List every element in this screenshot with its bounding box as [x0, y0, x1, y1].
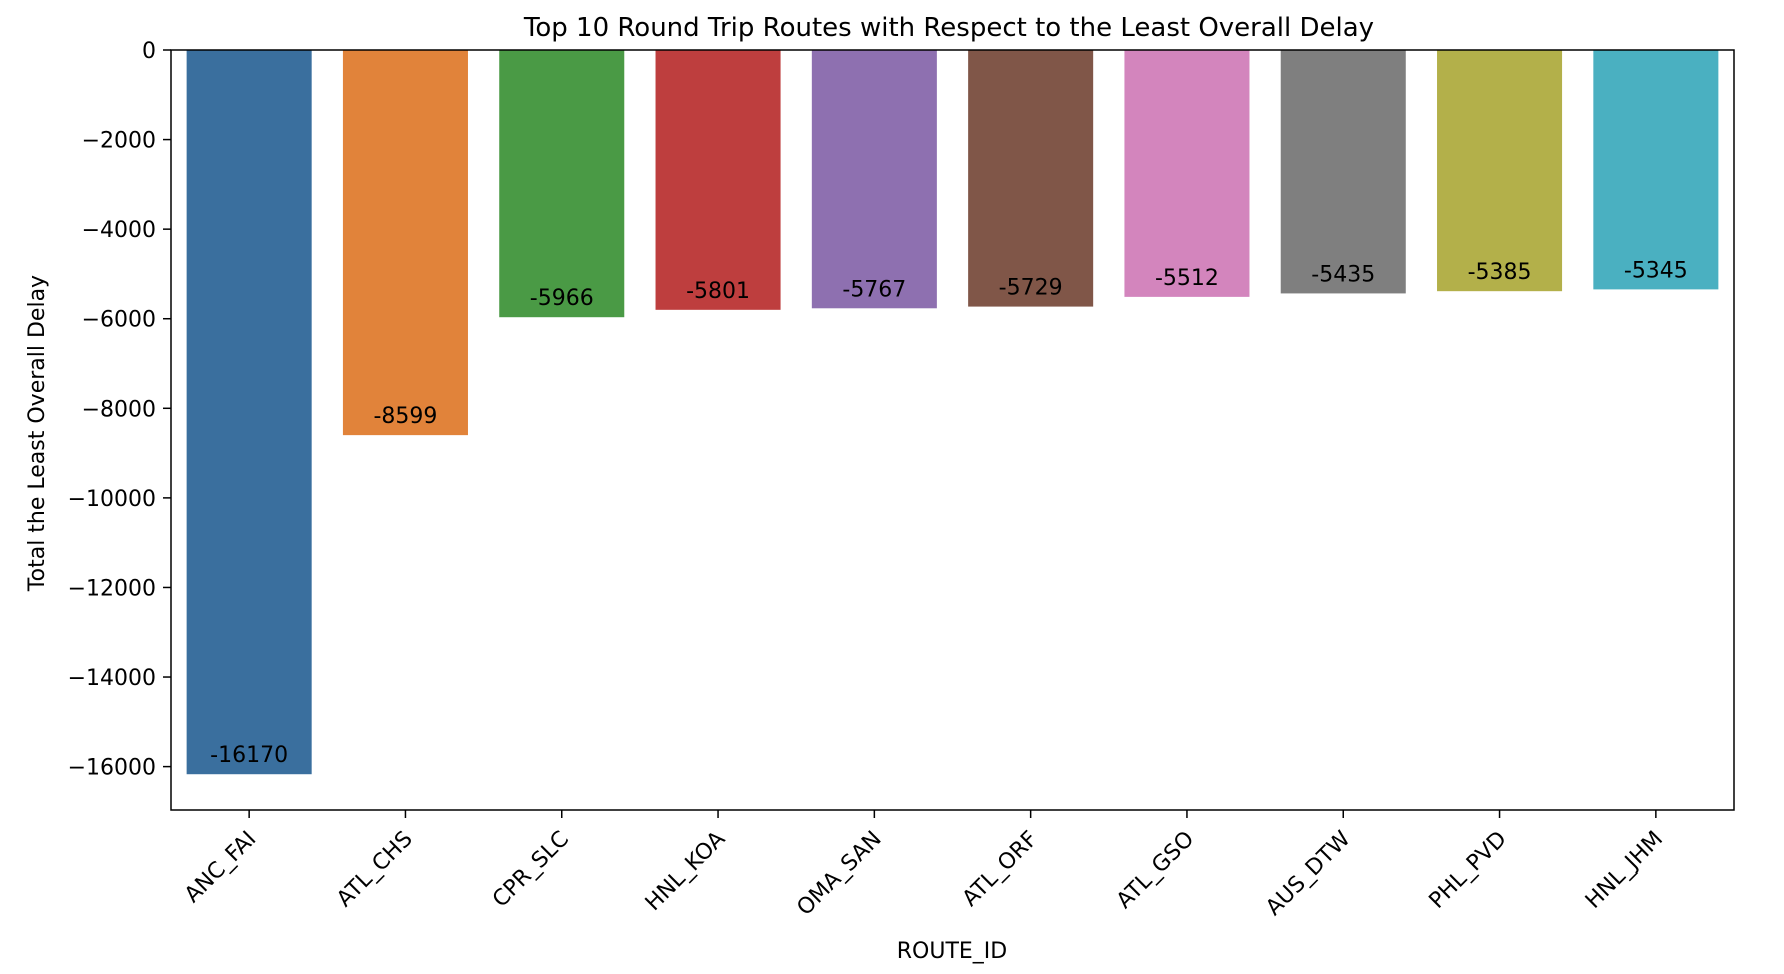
bar-labels-layer: -16170 -8599 -5966 -5801 -5767 -5729 -5512 -543… [210, 258, 1688, 768]
bar-cpr-slc [499, 50, 625, 318]
x-tick-label-atl-gso: ATL_GSO [1112, 827, 1199, 914]
chart-title: Top 10 Round Trip Routes with Respect to… [523, 13, 1374, 43]
bar-atl-chs [342, 50, 468, 436]
x-tick-label-phl-pvd: PHL_PVD [1425, 827, 1512, 914]
bar-value-label-phl-pvd: -5385 [1468, 260, 1532, 285]
y-tick-label-7: −14000 [68, 666, 156, 691]
bar-value-label-cpr-slc: -5966 [530, 286, 594, 311]
bar-aus-dtw [1280, 50, 1406, 294]
bar-value-label-aus-dtw: -5435 [1311, 262, 1375, 287]
bar-atl-orf [968, 50, 1094, 307]
bar-value-label-oma-san: -5767 [842, 277, 906, 302]
y-tick-label-1: −2000 [82, 129, 156, 154]
x-tick-label-atl-orf: ATL_ORF [958, 827, 1043, 912]
bar-value-label-atl-gso: -5512 [1155, 266, 1219, 291]
x-tick-label-hnl-koa: HNL_KOA [641, 827, 730, 916]
x-tick-label-hnl-jhm: HNL_JHM [1581, 827, 1668, 914]
y-tick-label-4: −8000 [82, 397, 156, 422]
x-tick-label-atl-chs: ATL_CHS [332, 827, 417, 912]
bar-value-label-hnl-koa: -5801 [686, 279, 750, 304]
bar-phl-pvd [1437, 50, 1563, 292]
y-tick-label-2: −4000 [82, 218, 156, 243]
bar-value-label-atl-orf: -5729 [999, 276, 1063, 301]
bar-value-label-hnl-jhm: -5345 [1624, 258, 1688, 283]
y-tick-label-6: −12000 [68, 576, 156, 601]
bar-value-label-atl-chs: -8599 [373, 404, 437, 429]
x-tick-label-aus-dtw: AUS_DTW [1261, 826, 1355, 920]
x-axis: ANC_FAI ATL_CHS CPR_SLC HNL_KOA OMA_SAN ATL_O… [180, 810, 1668, 921]
x-tick-label-anc-fai: ANC_FAI [180, 827, 261, 908]
y-axis-title: Total the Least Overall Delay [25, 275, 50, 592]
bar-oma-san [811, 50, 937, 309]
y-tick-label-3: −6000 [82, 308, 156, 333]
bar-hnl-jhm [1593, 50, 1719, 290]
bars-layer [186, 50, 1719, 775]
y-tick-label-5: −10000 [68, 487, 156, 512]
bar-anc-fai [186, 50, 312, 775]
x-tick-label-cpr-slc: CPR_SLC [488, 827, 574, 913]
bar-hnl-koa [655, 50, 781, 310]
y-tick-label-8: −16000 [68, 756, 156, 781]
bar-value-label-anc-fai: -16170 [210, 743, 288, 768]
plot-frame [170, 49, 1735, 811]
x-tick-label-oma-san: OMA_SAN [792, 827, 886, 921]
x-axis-title: ROUTE_ID [897, 939, 1007, 964]
y-axis: 0 −2000 −4000 −6000 −8000 −10000 −12000 −14000 −… [68, 39, 171, 781]
y-tick-label-0: 0 [142, 39, 156, 64]
bar-atl-gso [1124, 50, 1250, 297]
